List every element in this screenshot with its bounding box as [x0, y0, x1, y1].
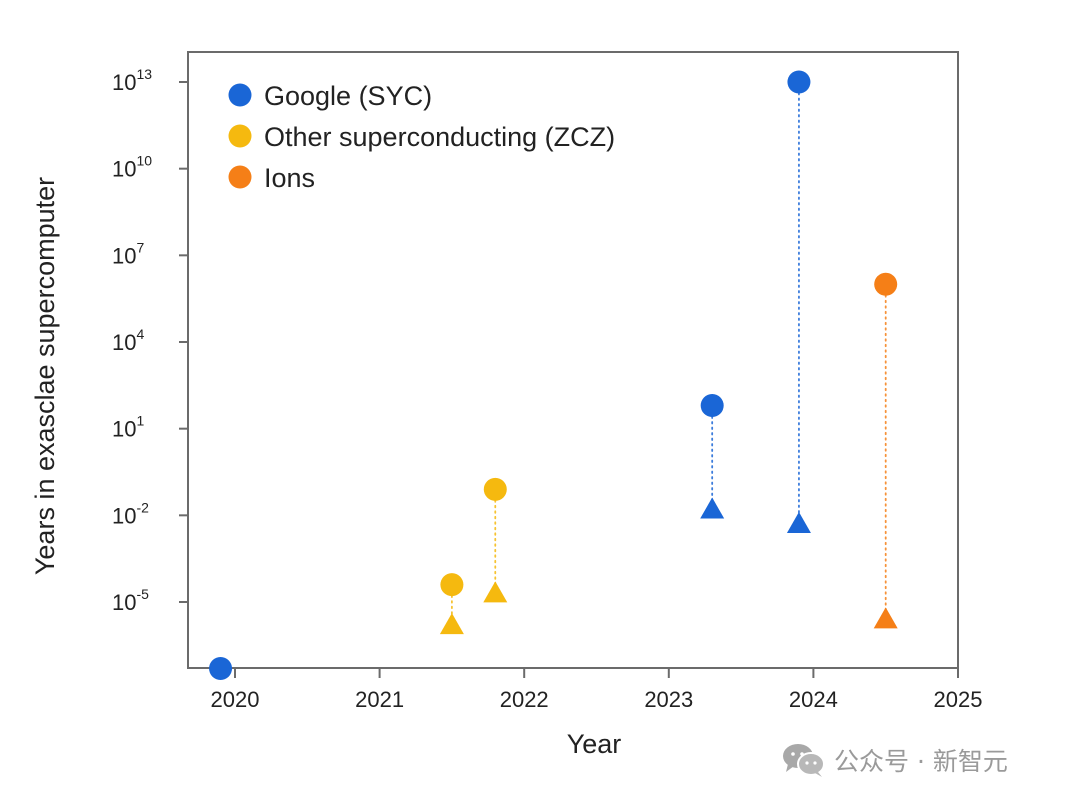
x-tick-label: 2020 — [211, 687, 260, 712]
circle-marker — [787, 70, 811, 94]
watermark-text: 公众号 · 新智元 — [834, 747, 1008, 776]
legend-marker — [228, 124, 252, 148]
y-tick-exponent: -5 — [136, 586, 149, 602]
y-axis-title-group: Years in exasclae supercomputer — [30, 177, 60, 575]
legend-label: Other superconducting (ZCZ) — [264, 122, 615, 152]
circle-marker — [874, 272, 898, 296]
x-tick-label: 2021 — [355, 687, 404, 712]
triangle-marker — [786, 512, 811, 533]
triangle-marker — [700, 497, 725, 519]
circle-marker — [209, 656, 233, 680]
x-tick-label: 2023 — [644, 687, 693, 712]
watermark: 公众号 · 新智元 — [782, 742, 1008, 778]
y-tick-exponent: 13 — [136, 66, 152, 82]
y-axis-title: Years in exasclae supercomputer — [30, 177, 60, 575]
triangle-marker — [483, 581, 508, 603]
x-tick-label: 2024 — [789, 687, 838, 712]
legend: Google (SYC) Other superconducting (ZCZ) I… — [228, 81, 615, 193]
y-tick-base: 10 — [112, 243, 136, 268]
y-tick-base: 10 — [112, 70, 136, 95]
y-tick-label: 1013 — [112, 66, 152, 95]
y-tick-base: 10 — [112, 330, 136, 355]
y-tick-exponent: 10 — [136, 153, 152, 169]
y-tick-label: 107 — [112, 239, 144, 268]
wechat-icon — [783, 744, 825, 777]
x-tick-label: 2022 — [500, 687, 549, 712]
circle-marker — [700, 394, 724, 418]
y-tick-base: 10 — [112, 590, 136, 615]
y-tick-base: 10 — [112, 417, 136, 442]
triangle-marker — [873, 607, 898, 629]
circle-marker — [440, 573, 464, 597]
circle-marker — [483, 477, 507, 501]
legend-label: Ions — [264, 163, 315, 193]
y-tick-base: 10 — [112, 157, 136, 182]
x-ticks: 2020 2021 2022 2023 2024 2025 — [211, 668, 983, 712]
triangle-marker — [439, 613, 464, 635]
y-tick-base: 10 — [112, 503, 136, 528]
legend-marker — [228, 83, 252, 107]
y-tick-label: 10-2 — [112, 499, 149, 528]
legend-label: Google (SYC) — [264, 81, 432, 111]
x-tick-label: 2025 — [934, 687, 983, 712]
connectors — [219, 81, 887, 669]
y-tick-exponent: -2 — [136, 499, 149, 515]
marks — [209, 70, 898, 680]
y-tick-label: 104 — [112, 326, 144, 355]
y-tick-exponent: 4 — [136, 326, 144, 342]
plot-frame — [187, 51, 959, 669]
y-tick-label: 10-5 — [112, 586, 149, 615]
y-tick-exponent: 1 — [136, 413, 144, 429]
y-tick-label: 101 — [112, 413, 144, 442]
x-axis-title: Year — [567, 729, 622, 759]
y-tick-exponent: 7 — [136, 239, 144, 255]
y-tick-label: 1010 — [112, 153, 152, 182]
legend-marker — [228, 165, 252, 189]
